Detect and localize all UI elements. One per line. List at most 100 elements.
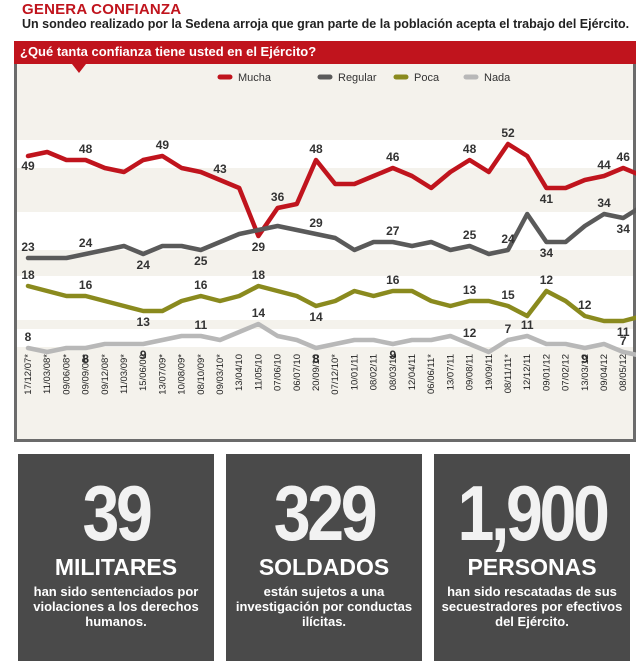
x-tick-label: 07/06/10 bbox=[273, 354, 284, 391]
data-label: 52 bbox=[501, 126, 515, 140]
data-label: 46 bbox=[617, 150, 631, 164]
x-tick-label: 12/12/11 bbox=[522, 354, 533, 390]
data-label: 7 bbox=[505, 322, 512, 336]
data-label: 9 bbox=[140, 348, 147, 362]
data-label: 18 bbox=[21, 268, 35, 282]
stat-word: SOLDADOS bbox=[258, 554, 390, 580]
x-tick-label: 19/09/11 bbox=[484, 354, 495, 390]
x-tick-label: 13/04/10 bbox=[234, 354, 245, 391]
x-tick-label: 08/11/11* bbox=[503, 354, 514, 394]
x-tick-label: 15/06/09 bbox=[138, 354, 149, 391]
data-label: 12 bbox=[578, 298, 592, 312]
series-line-regular bbox=[25, 207, 636, 261]
data-label: 23 bbox=[21, 240, 35, 254]
x-tick-label: 06/06/11* bbox=[426, 354, 437, 394]
data-label: 11 bbox=[194, 318, 207, 332]
x-tick-label: 10/01/11 bbox=[349, 354, 360, 390]
x-tick-label: 11/03/08* bbox=[42, 354, 53, 394]
data-label: 46 bbox=[386, 150, 400, 164]
header-subtitle: Un sondeo realizado por la Sedena arroja… bbox=[22, 17, 630, 31]
x-tick-label: 08/10/09* bbox=[196, 354, 207, 395]
data-label: 41 bbox=[540, 192, 554, 206]
data-label: 12 bbox=[540, 273, 554, 287]
x-tick-label: 07/02/12 bbox=[561, 354, 572, 391]
legend-label: Nada bbox=[484, 72, 511, 84]
x-tick-label: 09/08/11 bbox=[465, 354, 476, 390]
data-label: 9 bbox=[581, 352, 588, 366]
stat-word: MILITARES bbox=[54, 554, 178, 580]
legend-label: Mucha bbox=[238, 72, 272, 84]
data-label: 24 bbox=[137, 258, 151, 272]
data-label: 48 bbox=[463, 142, 477, 156]
x-tick-label: 09/03/10* bbox=[215, 354, 226, 395]
x-tick-label: 12/04/11 bbox=[407, 354, 418, 390]
stat-number: 329 bbox=[273, 469, 378, 557]
data-label: 49 bbox=[21, 159, 35, 173]
data-label: 48 bbox=[309, 142, 323, 156]
data-label: 48 bbox=[79, 142, 93, 156]
data-label: 44 bbox=[597, 158, 611, 172]
x-tick-label: 08/05/12 bbox=[618, 354, 629, 391]
data-label: 29 bbox=[252, 240, 266, 254]
question-text: ¿Qué tanta confianza tiene usted en el E… bbox=[20, 44, 317, 59]
data-label: 27 bbox=[386, 224, 400, 238]
x-tick-label: 13/03/12 bbox=[580, 354, 591, 391]
series-line-poca bbox=[25, 283, 636, 324]
x-tick-label: 09/06/08* bbox=[61, 354, 72, 395]
data-label: 14 bbox=[309, 310, 323, 324]
legend-label: Poca bbox=[414, 72, 440, 84]
x-tick-label: 09/09/08* bbox=[81, 354, 92, 395]
data-label: 36 bbox=[271, 190, 285, 204]
data-label: 8 bbox=[25, 330, 32, 344]
series-line-mucha bbox=[25, 141, 636, 239]
data-label: 15 bbox=[501, 288, 515, 302]
data-label: 25 bbox=[463, 228, 477, 242]
stat-description: han sido sentenciados por violaciones a … bbox=[33, 584, 199, 629]
chart-frame bbox=[14, 64, 636, 442]
data-label: 13 bbox=[137, 315, 151, 329]
data-label: 12 bbox=[463, 326, 477, 340]
stat-description: han sido rescatadas de sus secuestradore… bbox=[441, 584, 623, 629]
stat-description: están sujetos a una investigación por co… bbox=[235, 584, 413, 629]
x-tick-label: 09/12/08* bbox=[100, 354, 111, 395]
data-label: 16 bbox=[386, 273, 400, 287]
data-label: 16 bbox=[194, 278, 208, 292]
confidence-line-chart: Mucha Regular Poca Nada 49 48 49 43 29 36 48 46 48 52… bbox=[17, 64, 636, 395]
data-label: 34 bbox=[597, 196, 611, 210]
data-label: 9 bbox=[389, 348, 396, 362]
data-label: 11 bbox=[617, 325, 630, 339]
data-label: 29 bbox=[309, 216, 323, 230]
x-tick-label: 13/07/11 bbox=[445, 354, 456, 390]
stat-panel-militares: 39 MILITARES han sido sentenciados por v… bbox=[18, 454, 214, 661]
chart-band bbox=[17, 329, 633, 347]
x-tick-label: 20/09/10 bbox=[311, 354, 322, 391]
x-tick-label: 13/07/09* bbox=[157, 354, 168, 395]
x-tick-label: 09/01/12 bbox=[541, 354, 552, 391]
data-label: 8 bbox=[313, 352, 320, 366]
data-label: 18 bbox=[252, 268, 266, 282]
chart-band bbox=[17, 140, 633, 168]
data-label: 13 bbox=[463, 283, 477, 297]
data-label: 34 bbox=[617, 222, 631, 236]
x-tick-label: 10/08/09* bbox=[177, 354, 188, 395]
stat-panel-soldados: 329 SOLDADOS están sujetos a una investi… bbox=[226, 454, 422, 661]
data-label: 7 bbox=[620, 334, 627, 348]
data-label: 16 bbox=[79, 278, 93, 292]
x-tick-label: 08/02/11 bbox=[369, 354, 380, 390]
x-tick-label: 06/07/10 bbox=[292, 354, 303, 391]
x-tick-label: 11/03/09* bbox=[119, 354, 130, 394]
series-line-nada bbox=[25, 321, 636, 357]
data-label: 24 bbox=[501, 232, 515, 246]
legend-label: Regular bbox=[338, 72, 377, 84]
stat-number: 1,900 bbox=[457, 469, 610, 557]
data-label: 43 bbox=[213, 162, 227, 176]
header-title: GENERA CONFIANZA bbox=[22, 1, 182, 18]
data-label: 11 bbox=[521, 318, 534, 332]
x-tick-label: 08/03/11 bbox=[388, 354, 399, 390]
x-tick-label: 11/05/10 bbox=[253, 354, 264, 390]
stat-panel-personas: 1,900 PERSONAS han sido rescatadas de su… bbox=[434, 454, 630, 661]
data-label: 34 bbox=[540, 246, 554, 260]
x-tick-label: 17/12/07* bbox=[23, 354, 34, 395]
x-tick-label: 07/12/10* bbox=[330, 354, 341, 395]
x-tick-label: 09/04/12 bbox=[599, 354, 610, 391]
